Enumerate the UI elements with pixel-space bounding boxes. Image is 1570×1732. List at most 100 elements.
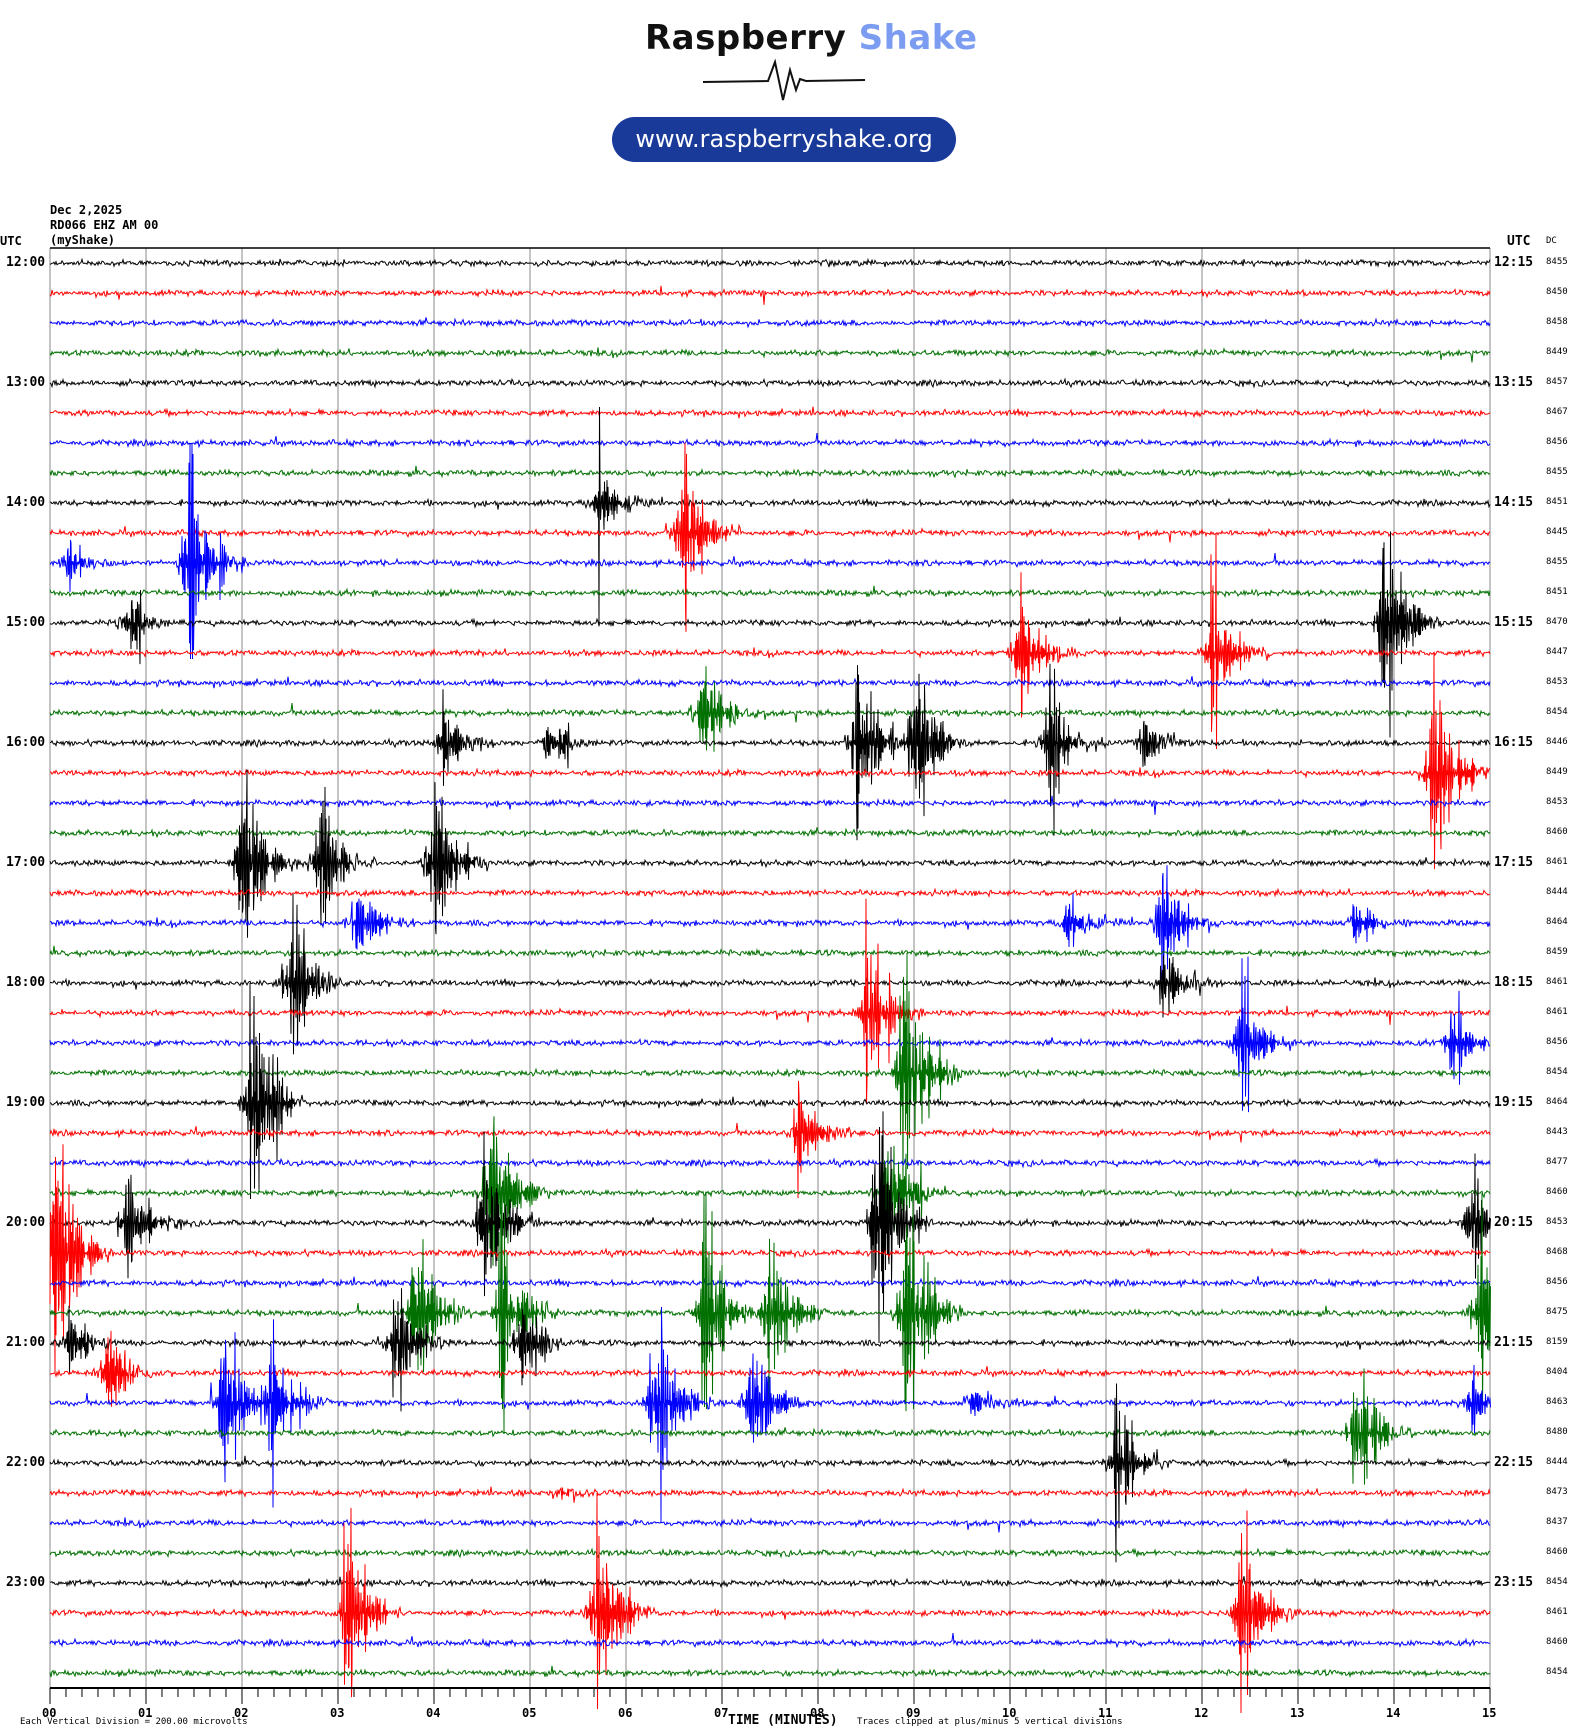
seismic-trace: [49, 1144, 1491, 1374]
dc-value-label: 8444: [1546, 887, 1568, 897]
dc-value-label: 8460: [1546, 1637, 1568, 1647]
seismic-trace: [49, 257, 1491, 268]
x-tick-label: 01: [138, 1706, 153, 1720]
dc-value-label: 8404: [1546, 1367, 1568, 1377]
seismic-trace: [49, 1157, 1491, 1169]
seismic-trace: [49, 945, 1491, 959]
seismic-trace: [49, 1665, 1491, 1679]
right-time-label: 15:15: [1494, 615, 1534, 630]
right-time-label: 23:15: [1494, 1575, 1534, 1590]
seismic-trace: [49, 827, 1491, 839]
date-label: Dec 2,2025: [50, 203, 123, 217]
dc-value-label: 8454: [1546, 1067, 1568, 1077]
dc-value-label: 8475: [1546, 1307, 1568, 1317]
seismic-trace: [49, 1576, 1491, 1589]
seismic-trace: [49, 893, 1490, 1055]
seismic-trace: [49, 585, 1491, 599]
seismic-trace: [49, 652, 1491, 870]
x-tick-label: 00: [42, 1706, 57, 1720]
right-time-label: 20:15: [1494, 1215, 1534, 1230]
left-time-label: 19:00: [6, 1095, 46, 1110]
left-time-label: 12:00: [6, 255, 46, 270]
left-time-label: 23:00: [6, 1575, 46, 1590]
dc-value-label: 8451: [1546, 587, 1568, 597]
left-time-label: 20:00: [6, 1215, 46, 1230]
dc-value-label: 8453: [1546, 797, 1568, 807]
logo-wave-icon: [702, 58, 866, 101]
dc-value-label: 8445: [1546, 527, 1568, 537]
left-time-label: 21:00: [6, 1335, 46, 1350]
seismic-trace: [49, 531, 1490, 738]
x-tick-label: 10: [1002, 1706, 1017, 1720]
right-time-label: 18:15: [1494, 975, 1534, 990]
dc-value-label: 8467: [1546, 407, 1568, 417]
right-time-label: 16:15: [1494, 735, 1534, 750]
dc-value-label: 8456: [1546, 1037, 1568, 1047]
station-label: RD066 EHZ AM 00: [50, 218, 159, 232]
seismic-trace: [49, 956, 1491, 1113]
x-axis-title: TIME (MINUTES): [728, 1713, 838, 1728]
seismic-trace: [49, 1192, 1491, 1434]
dc-value-label: 8461: [1546, 1607, 1568, 1617]
seismic-trace: [49, 666, 1491, 752]
dc-value-label: 8443: [1546, 1127, 1568, 1137]
seismic-trace: [49, 1288, 1491, 1412]
dc-value-label: 8453: [1546, 1217, 1568, 1227]
dc-value-label: 8447: [1546, 647, 1568, 657]
seismic-trace: [49, 1633, 1491, 1649]
seismic-trace: [49, 1547, 1491, 1559]
dc-value-label: 8437: [1546, 1517, 1568, 1527]
seismic-trace: [49, 1306, 1491, 1524]
left-time-label: 14:00: [6, 495, 46, 510]
x-tick-label: 08: [810, 1706, 825, 1720]
seismic-trace: [49, 982, 1491, 1200]
x-tick-label: 09: [906, 1706, 921, 1720]
dc-value-label: 8446: [1546, 737, 1568, 747]
website-link[interactable]: www.raspberryshake.org: [612, 117, 956, 162]
seismic-trace: [49, 887, 1491, 899]
network-label: (myShake): [50, 233, 116, 247]
dc-value-label: 8457: [1546, 377, 1568, 387]
dc-value-label: 8455: [1546, 467, 1568, 477]
dc-value-label: 8451: [1546, 497, 1568, 507]
seismic-trace: [49, 377, 1491, 389]
right-time-label: 14:15: [1494, 495, 1534, 510]
dc-value-label: 8455: [1546, 557, 1568, 567]
dc-value-label: 8450: [1546, 287, 1568, 297]
logo-brand-black: Raspberry: [645, 18, 847, 58]
dc-value-label: 8461: [1546, 857, 1568, 867]
x-tick-label: 06: [618, 1706, 633, 1720]
dc-value-label: 8449: [1546, 347, 1568, 357]
seismic-trace: [49, 769, 1491, 938]
seismic-trace: [49, 406, 1491, 624]
seismic-trace: [49, 1383, 1491, 1563]
seismic-trace: [49, 433, 1491, 449]
dc-value-label: 8473: [1546, 1487, 1568, 1497]
seismic-trace: [49, 676, 1491, 689]
seismic-trace: [49, 465, 1491, 479]
x-tick-label: 03: [330, 1706, 345, 1720]
seismic-trace: [49, 1116, 1491, 1266]
seismic-trace: [49, 442, 1491, 632]
right-time-label: 12:15: [1494, 255, 1534, 270]
dc-value-label: 8460: [1546, 1187, 1568, 1197]
dc-value-label: 8453: [1546, 677, 1568, 687]
dc-value-label: 8460: [1546, 1547, 1568, 1557]
right-time-label: 21:15: [1494, 1335, 1534, 1350]
x-tick-label: 14: [1386, 1706, 1401, 1720]
x-tick-label: 04: [426, 1706, 441, 1720]
left-time-label: 16:00: [6, 735, 46, 750]
seismic-trace: [49, 1330, 1491, 1407]
seismic-trace: [49, 406, 1491, 419]
dc-value-label: 8444: [1546, 1457, 1568, 1467]
x-tick-label: 11: [1098, 1706, 1113, 1720]
scale-note: Each Vertical Division = 200.00 microvol…: [20, 1717, 248, 1727]
x-tick-label: 13: [1290, 1706, 1305, 1720]
x-tick-label: 02: [234, 1706, 249, 1720]
clip-note: Traces clipped at plus/minus 5 vertical …: [857, 1717, 1123, 1727]
x-tick-label: 07: [714, 1706, 729, 1720]
seismic-trace: [49, 663, 1491, 841]
dc-value-label: 8449: [1546, 767, 1568, 777]
dc-value-label: 8470: [1546, 617, 1568, 627]
seismic-trace: [49, 317, 1491, 329]
